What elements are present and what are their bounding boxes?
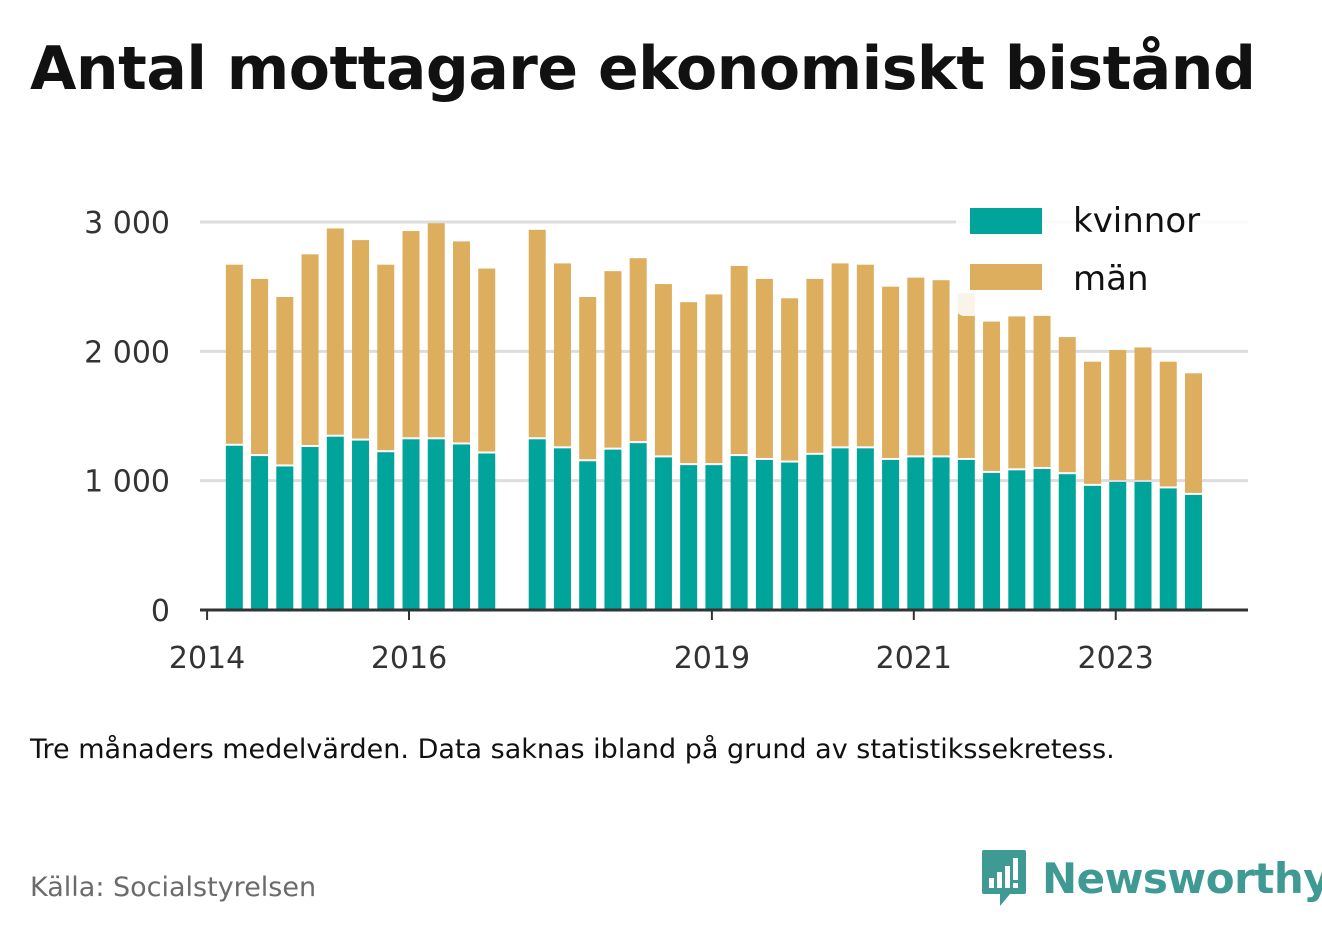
bar-man bbox=[579, 297, 597, 460]
stacked-bar-chart: 0 1 000 2 000 3 000 2014 2016 2019 2021 2023 kvi… bbox=[84, 196, 1256, 676]
bar-kvinnor bbox=[377, 452, 395, 610]
legend-swatch-kvinnor bbox=[970, 208, 1042, 234]
source-credit: Källa: Socialstyrelsen bbox=[30, 872, 317, 903]
bar-kvinnor bbox=[1134, 481, 1152, 610]
bar-kvinnor bbox=[856, 448, 874, 610]
bar-kvinnor bbox=[705, 465, 723, 610]
bar-man bbox=[452, 241, 470, 443]
bar-kvinnor bbox=[427, 439, 445, 610]
bar-kvinnor bbox=[755, 459, 773, 610]
bar-man bbox=[882, 286, 900, 458]
bar-man bbox=[654, 284, 672, 456]
bar-kvinnor bbox=[326, 436, 344, 610]
legend: kvinnor män bbox=[956, 196, 1256, 316]
bar-kvinnor bbox=[579, 461, 597, 610]
y-tick-label: 0 bbox=[151, 594, 170, 629]
bar-kvinnor bbox=[402, 439, 420, 610]
bar-kvinnor bbox=[1008, 470, 1026, 610]
x-tick-label: 2021 bbox=[876, 641, 952, 676]
bar-man bbox=[1058, 337, 1076, 473]
bar-man bbox=[377, 264, 395, 451]
bar-kvinnor bbox=[301, 447, 319, 610]
bar-man bbox=[806, 278, 824, 453]
bar-man bbox=[326, 228, 344, 435]
bar-chart-speech-bubble-icon bbox=[982, 850, 1026, 906]
bar-kvinnor bbox=[1109, 481, 1127, 610]
bar-kvinnor bbox=[680, 465, 698, 610]
bar-man bbox=[1134, 347, 1152, 480]
x-tick-label: 2019 bbox=[674, 641, 750, 676]
bars bbox=[225, 223, 1202, 610]
bar-kvinnor bbox=[882, 459, 900, 610]
bar-man bbox=[705, 294, 723, 464]
bar-kvinnor bbox=[225, 445, 243, 610]
newsworthy-logo[interactable]: Newsworthy bbox=[980, 848, 1322, 908]
legend-swatch-man bbox=[970, 264, 1042, 290]
bar-kvinnor bbox=[478, 453, 496, 610]
y-tick-label: 1 000 bbox=[84, 465, 170, 500]
bar-kvinnor bbox=[352, 440, 370, 610]
bar-man bbox=[352, 240, 370, 439]
bar-kvinnor bbox=[1084, 485, 1102, 610]
bar-kvinnor bbox=[983, 472, 1001, 610]
legend-label-kvinnor: kvinnor bbox=[1073, 201, 1200, 241]
chart-title: Antal mottagare ekonomiskt bistånd bbox=[30, 34, 1256, 104]
brand-name: Newsworthy bbox=[1042, 853, 1322, 903]
bar-kvinnor bbox=[781, 462, 799, 610]
bar-man bbox=[932, 280, 950, 456]
x-tick-label: 2016 bbox=[371, 641, 447, 676]
bar-man bbox=[427, 223, 445, 438]
bar-man bbox=[604, 271, 622, 448]
bar-man bbox=[730, 265, 748, 455]
axes: 0 1 000 2 000 3 000 2014 2016 2019 2021 2023 bbox=[84, 206, 1248, 676]
bar-man bbox=[755, 278, 773, 458]
bar-man bbox=[1084, 361, 1102, 484]
bar-man bbox=[276, 297, 294, 465]
bar-man bbox=[251, 278, 269, 455]
bar-man bbox=[1159, 361, 1177, 487]
bar-man bbox=[1033, 315, 1051, 468]
bar-kvinnor bbox=[276, 466, 294, 610]
y-tick-label: 3 000 bbox=[84, 206, 170, 241]
bar-man bbox=[680, 302, 698, 464]
x-tick-label: 2023 bbox=[1078, 641, 1154, 676]
bar-man bbox=[831, 263, 849, 447]
bar-kvinnor bbox=[654, 457, 672, 610]
bar-kvinnor bbox=[831, 448, 849, 610]
bar-kvinnor bbox=[251, 456, 269, 610]
bar-kvinnor bbox=[957, 459, 975, 610]
bar-man bbox=[957, 293, 975, 458]
bar-man bbox=[1109, 350, 1127, 480]
bar-man bbox=[781, 298, 799, 461]
bar-man bbox=[907, 277, 925, 456]
bar-kvinnor bbox=[1184, 494, 1202, 610]
bar-man bbox=[402, 231, 420, 438]
bar-man bbox=[225, 264, 243, 444]
bar-kvinnor bbox=[604, 449, 622, 610]
bar-man bbox=[983, 321, 1001, 471]
bar-man bbox=[856, 264, 874, 447]
bar-kvinnor bbox=[1058, 474, 1076, 610]
legend-label-man: män bbox=[1073, 259, 1149, 299]
footnote: Tre månaders medelvärden. Data saknas ib… bbox=[30, 734, 1115, 765]
bar-man bbox=[629, 258, 647, 442]
bar-kvinnor bbox=[629, 443, 647, 610]
bar-man bbox=[1008, 316, 1026, 469]
bar-man bbox=[301, 254, 319, 446]
bar-kvinnor bbox=[907, 457, 925, 610]
y-tick-label: 2 000 bbox=[84, 335, 170, 370]
bar-kvinnor bbox=[1033, 469, 1051, 610]
bar-kvinnor bbox=[528, 439, 546, 610]
bar-kvinnor bbox=[932, 457, 950, 610]
bar-kvinnor bbox=[553, 448, 571, 610]
bar-man bbox=[478, 268, 496, 452]
bar-kvinnor bbox=[1159, 488, 1177, 610]
bar-kvinnor bbox=[452, 444, 470, 610]
bar-kvinnor bbox=[730, 456, 748, 610]
bar-kvinnor bbox=[806, 454, 824, 610]
bar-man bbox=[553, 263, 571, 447]
bar-man bbox=[528, 229, 546, 438]
bar-man bbox=[1184, 373, 1202, 493]
x-tick-label: 2014 bbox=[169, 641, 245, 676]
